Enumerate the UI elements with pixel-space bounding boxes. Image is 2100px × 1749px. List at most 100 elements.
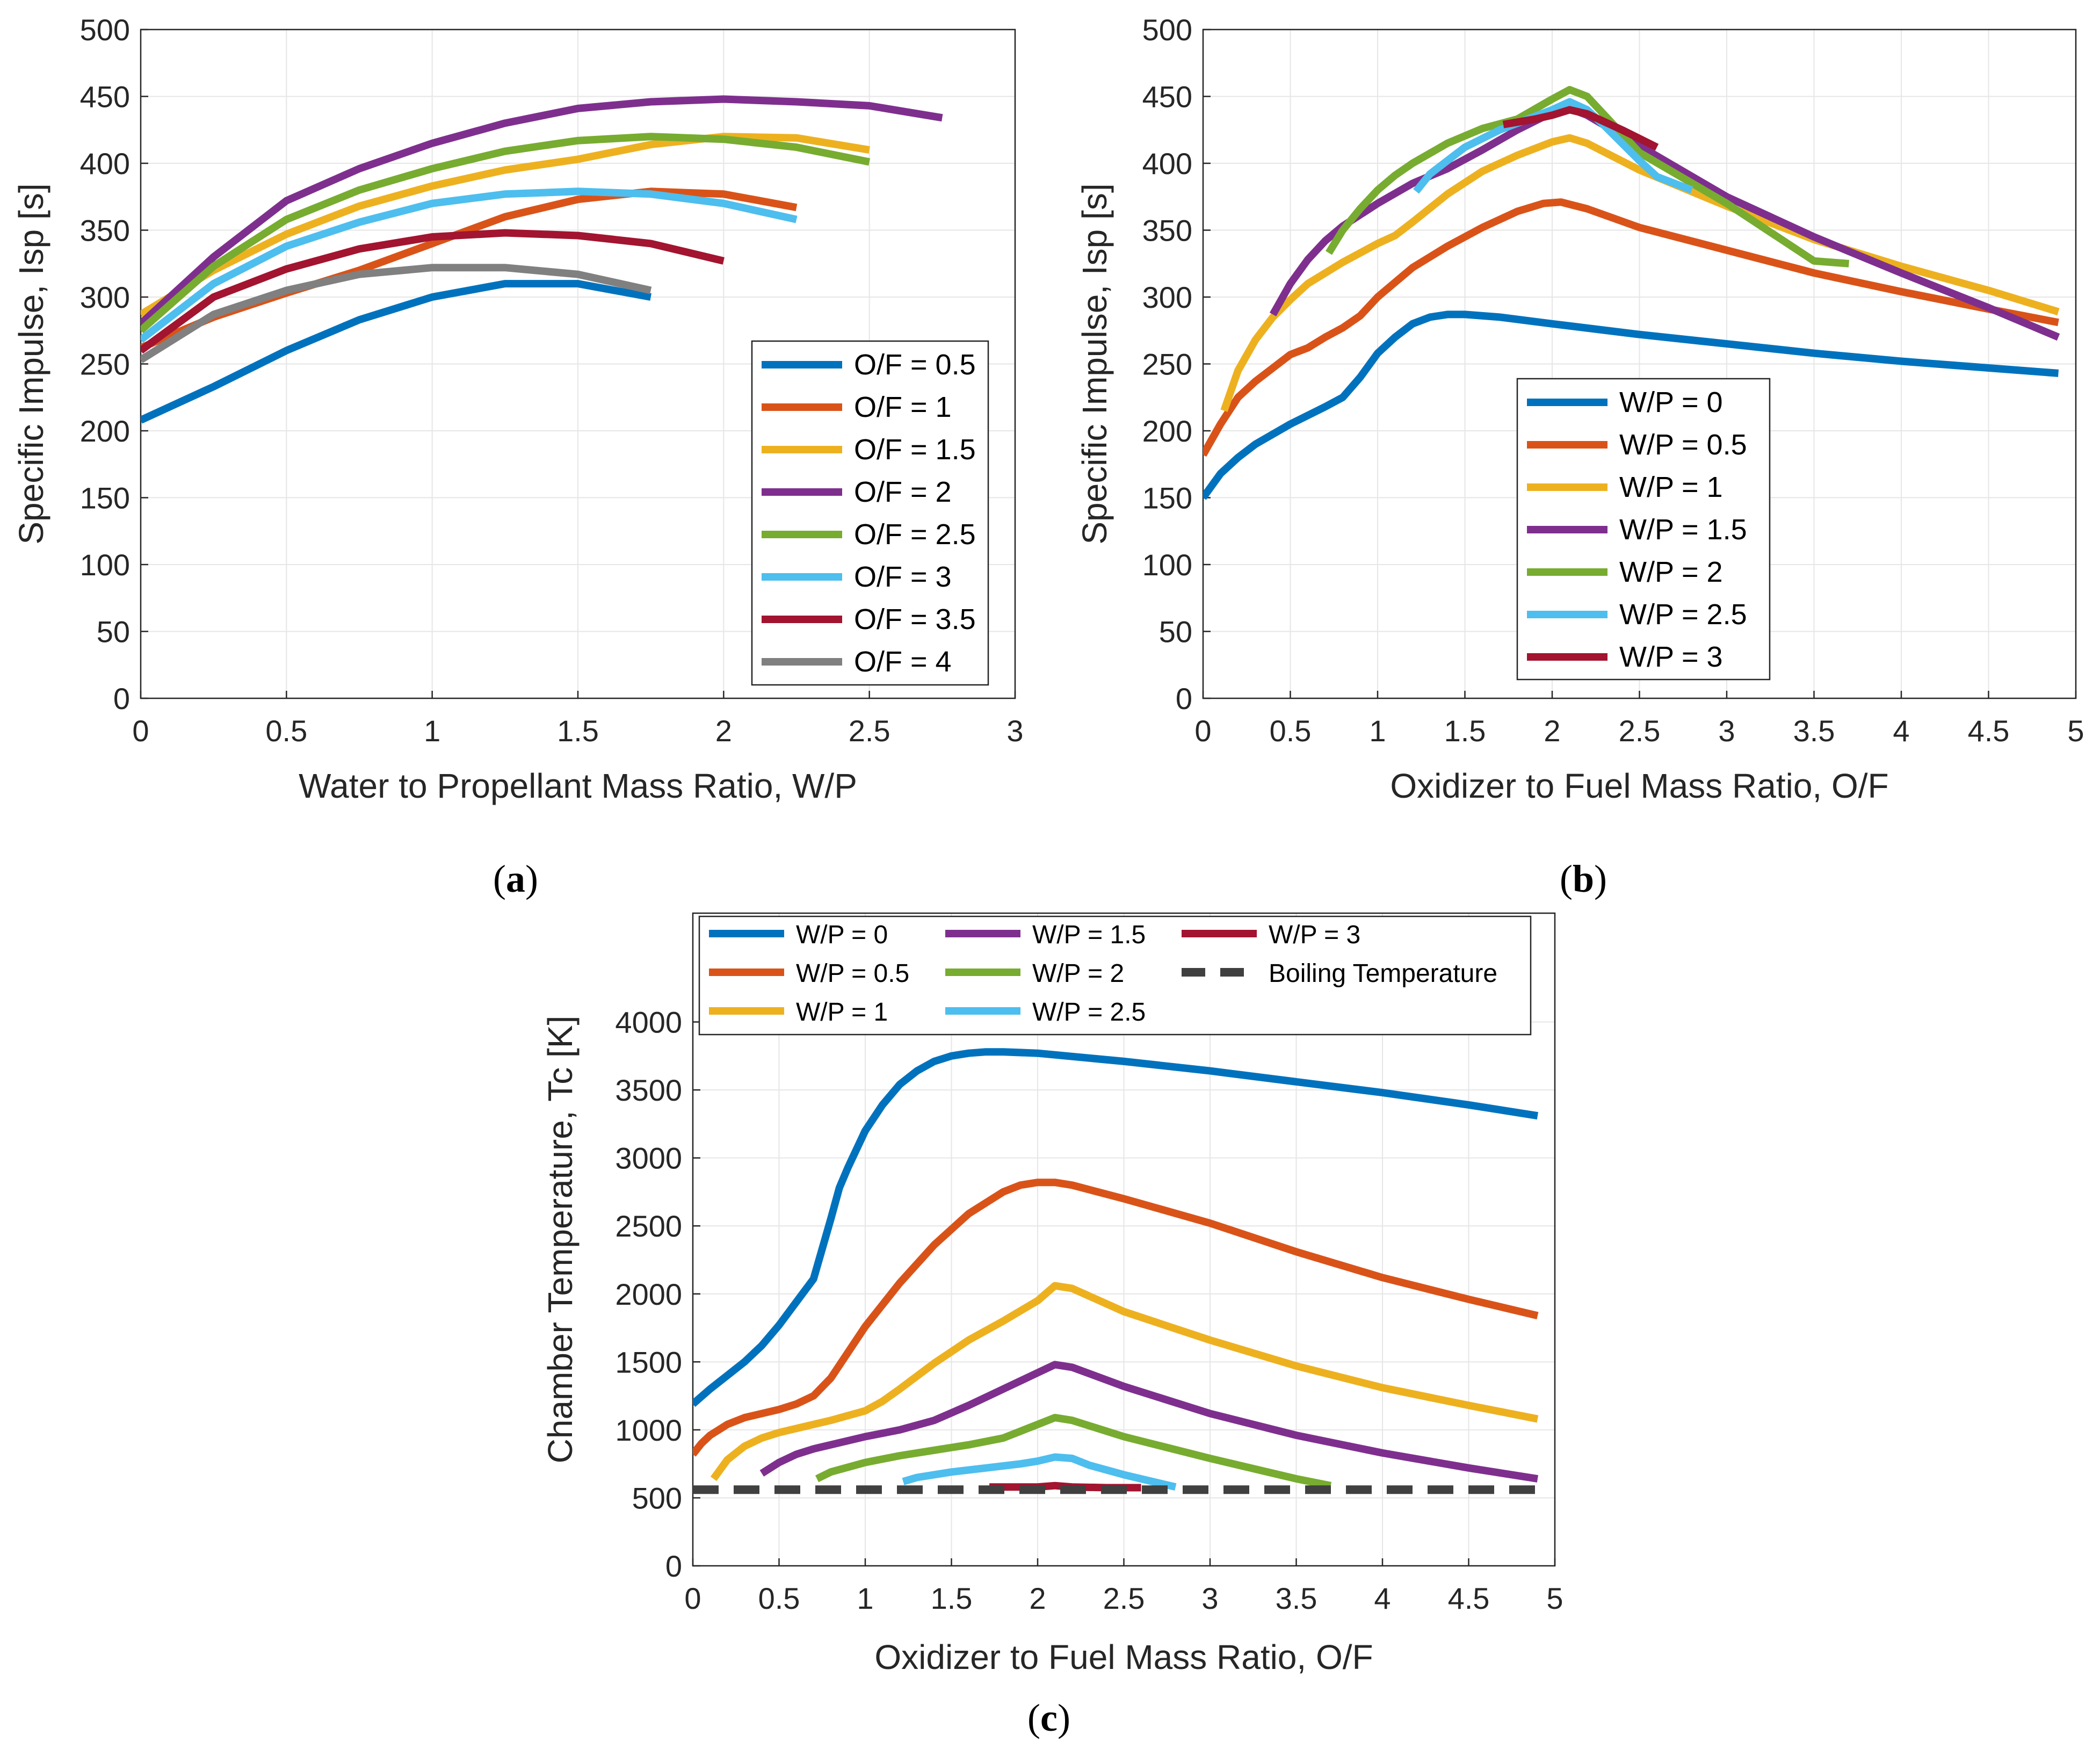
y-axis-label: Specific Impulse, Isp [s] — [12, 183, 50, 544]
series-line-o-f-2.5 — [141, 133, 871, 334]
y-tick-label: 4000 — [615, 1006, 682, 1039]
y-tick-label: 200 — [80, 414, 130, 448]
legend-label: W/P = 1.5 — [1619, 514, 1747, 546]
y-tick-label: 250 — [1142, 348, 1192, 381]
x-tick-label: 4.5 — [1448, 1581, 1490, 1615]
x-tick-label: 4 — [1374, 1581, 1391, 1615]
x-tick-label: 2 — [715, 714, 732, 748]
y-tick-label: 450 — [1142, 80, 1192, 114]
x-axis-label: Oxidizer to Fuel Mass Ratio, O/F — [1390, 767, 1888, 805]
legend-label: O/F = 0.5 — [854, 349, 976, 381]
x-tick-label: 0.5 — [758, 1581, 800, 1615]
y-tick-label: 500 — [632, 1481, 682, 1515]
panel-a: 0 0.5 1 1.5 2 2.5 3 0 50 100 150 200 250 300 350 400 450… — [12, 13, 1024, 805]
legend-box — [698, 915, 1532, 1036]
series-line-w-p-1.5 — [759, 1361, 1538, 1483]
x-tick-label: 3 — [1201, 1581, 1218, 1615]
x-tick-label: 1.5 — [1444, 714, 1486, 748]
series-line-w-p-1.5 — [1269, 104, 2060, 341]
y-tick-label: 50 — [97, 615, 130, 649]
x-tick-label: 0.5 — [265, 714, 307, 748]
x-tick-label: 3 — [1006, 714, 1023, 748]
x-tick-label: 1 — [424, 714, 440, 748]
x-tick-label: 4.5 — [1968, 714, 2010, 748]
y-tick-label: 2500 — [615, 1209, 682, 1243]
legend-label: W/P = 2.5 — [1032, 998, 1146, 1027]
series-line-o-f-4 — [141, 264, 652, 363]
y-tick-label: 1000 — [615, 1413, 682, 1447]
x-tick-label: 0.5 — [1270, 714, 1312, 748]
series-line-w-p-1 — [710, 1282, 1539, 1481]
panel-b: 0 0.5 1 1.5 2 2.5 3 3.5 4 4.5 50501001502002503003… — [1075, 13, 2084, 805]
y-tick-label: 450 — [80, 80, 130, 114]
y-tick-label: 350 — [80, 214, 130, 248]
x-axis-label: Oxidizer to Fuel Mass Ratio, O/F — [874, 1638, 1373, 1676]
legend-label: O/F = 3.5 — [854, 603, 976, 635]
legend-label: W/P = 0.5 — [1619, 429, 1747, 461]
series-line-o-f-3 — [141, 187, 798, 343]
y-tick-label: 50 — [1159, 615, 1192, 649]
x-tick-label: 0 — [132, 714, 149, 748]
legend-label: Boiling Temperature — [1269, 959, 1497, 988]
y-tick-label: 400 — [80, 147, 130, 180]
legend-label: W/P = 2 — [1619, 556, 1723, 588]
x-tick-label: 5 — [1546, 1581, 1563, 1615]
series-line-w-p-1 — [1220, 134, 2060, 412]
x-tick-label: 1.5 — [931, 1581, 973, 1615]
legend-label: O/F = 3 — [854, 561, 952, 593]
x-axis-label: Water to Propellant Mass Ratio, W/P — [299, 767, 857, 805]
legend-label: W/P = 1 — [796, 998, 888, 1027]
series-group-a — [141, 95, 943, 424]
y-tick-label: 1500 — [615, 1345, 682, 1379]
y-tick-label: 350 — [1142, 214, 1192, 248]
x-tick-label: 1 — [857, 1581, 873, 1615]
legend-label: O/F = 1.5 — [854, 433, 976, 466]
legend-label: W/P = 3 — [1269, 921, 1360, 949]
legend-label: O/F = 4 — [854, 646, 952, 678]
series-group-c — [693, 1048, 1539, 1494]
legend-label: W/P = 0 — [1619, 386, 1723, 418]
y-tick-label: 400 — [1142, 147, 1192, 180]
x-tick-label: 2.5 — [1619, 714, 1661, 748]
panel-c: 0 0.5 1 1.5 2 2.5 3 3.5 4 4.5 5 0 500 1000 1500 2000 250… — [541, 912, 1563, 1676]
y-tick-label: 150 — [80, 481, 130, 515]
x-tick-label: 0 — [684, 1581, 701, 1615]
y-tick-label: 100 — [1142, 548, 1192, 582]
legend-b: W/P = 0 W/P = 0.5 W/P = 1 W/P = 1.5 W/P = 2 W… — [1516, 378, 1771, 681]
y-tick-label: 500 — [1142, 13, 1192, 47]
legend-label: W/P = 1 — [1619, 471, 1723, 503]
y-tick-label: 0 — [665, 1549, 682, 1583]
x-tick-label: 3.5 — [1793, 714, 1835, 748]
series-line-o-f-1.5 — [141, 133, 870, 318]
legend-box — [1516, 378, 1771, 681]
legend-label: W/P = 2.5 — [1619, 598, 1747, 631]
series-line-w-p-2.5 — [1413, 98, 1693, 194]
series-line-o-f-0.5 — [141, 280, 651, 424]
y-tick-label: 100 — [80, 548, 130, 582]
y-tick-label: 300 — [80, 280, 130, 314]
y-tick-label: 150 — [1142, 481, 1192, 515]
y-tick-label: 2000 — [615, 1277, 682, 1311]
legend-label: W/P = 0 — [796, 921, 888, 949]
panel-label-b: (b) — [1560, 857, 1607, 900]
x-tick-label: 4 — [1893, 714, 1909, 748]
y-tick-label: 300 — [1142, 280, 1192, 314]
series-group-b — [1203, 86, 2060, 500]
y-tick-label: 3000 — [615, 1141, 682, 1175]
y-tick-label: 500 — [80, 13, 130, 47]
series-line-w-p-2.5 — [902, 1453, 1177, 1491]
series-line-o-f-3.5 — [141, 229, 725, 354]
x-tick-label: 5 — [2067, 714, 2084, 748]
x-tick-label: 1 — [1369, 714, 1386, 748]
y-tick-label: 0 — [1176, 682, 1192, 716]
series-line-w-p-0 — [693, 1048, 1538, 1407]
series-line-w-p-2 — [1326, 86, 1850, 268]
series-line-w-p-2 — [815, 1414, 1332, 1490]
y-axis-label: Specific Impulse, Isp [s] — [1075, 183, 1114, 544]
legend-a: O/F = 0.5 O/F = 1 O/F = 1.5 O/F = 2 O/F = 2.… — [751, 340, 989, 686]
y-tick-label: 250 — [80, 348, 130, 381]
y-tick-label: 3500 — [615, 1073, 682, 1107]
legend-label: W/P = 3 — [1619, 641, 1723, 673]
x-tick-label: 3 — [1718, 714, 1735, 748]
legend-label: O/F = 2.5 — [854, 518, 976, 551]
